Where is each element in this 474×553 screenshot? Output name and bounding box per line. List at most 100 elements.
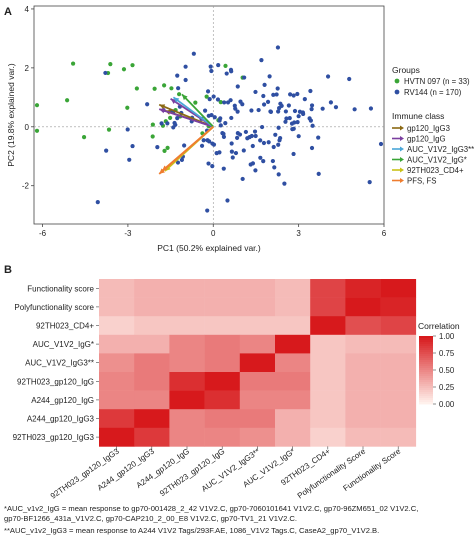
point-hvtn097 [204,94,209,99]
point-rv144 [325,74,331,79]
point-rv144 [256,107,261,113]
panel-a-label: A [4,6,12,18]
heatmap-cell [380,316,417,336]
point-rv144 [130,143,135,149]
legend-group-label: RV144 (n = 170) [404,88,462,97]
heatmap-cell [310,279,346,298]
point-rv144 [309,145,315,151]
heatmap-cell [239,353,276,373]
heatmap-cell [310,427,346,447]
heatmap-column-label: 92TH023_gp120_IgG [158,447,226,499]
heatmap-column-label: AUC_V1V2_IgG3** [200,447,262,494]
point-hvtn097 [106,127,112,132]
colorbar-segment [419,402,433,405]
point-rv144 [316,135,321,140]
point-rv144 [276,142,281,147]
point-rv144 [217,118,222,123]
point-rv144 [175,160,181,165]
heatmap-cell [169,297,205,317]
point-rv144 [333,105,339,110]
point-rv144 [252,129,258,134]
loading-vector [172,96,214,128]
point-rv144 [205,89,211,94]
heatmap-cell [310,409,346,429]
point-rv144 [276,172,281,177]
point-rv144 [316,171,321,176]
point-rv144 [183,77,188,83]
point-rv144 [378,141,384,147]
point-rv144 [242,75,247,80]
colorbar-segment [419,342,433,345]
point-hvtn097 [70,61,76,66]
colorbar-segment [419,380,433,383]
point-rv144 [261,140,267,146]
point-hvtn097 [168,115,173,121]
point-rv144 [308,88,313,94]
point-rv144 [201,138,206,143]
footnote-line-3: **AUC_v1v2_IgG3 = mean response to A244 … [4,526,380,535]
heatmap-cell [275,390,311,410]
point-rv144 [291,126,296,131]
point-hvtn097 [134,86,139,91]
heatmap-cell [275,316,311,336]
point-rv144 [291,93,296,98]
point-rv144 [159,121,164,126]
point-rv144 [229,141,234,146]
point-rv144 [211,94,216,99]
heatmap-row-label: 92TH023_CD4+ [36,322,94,331]
colorbar-segment [419,372,433,375]
point-rv144 [223,121,228,126]
point-rv144 [237,132,243,137]
point-rv144 [214,151,219,156]
point-rv144 [270,158,275,164]
point-rv144 [125,127,130,132]
loading-vector-arrowhead [162,165,168,171]
point-rv144 [328,100,334,105]
point-rv144 [207,97,212,102]
legend-panel-a: Groups HVTN 097 (n = 33)RV144 (n = 170) … [392,65,474,186]
heatmap-cell [310,390,346,410]
heatmap-cell [239,279,276,298]
point-hvtn097 [162,148,167,153]
legend-immune-arrowhead [400,146,404,152]
point-rv144 [274,92,279,97]
x-tick-label: -6 [39,229,47,238]
heatmap-cell [275,353,311,373]
correlation-heatmap [99,279,417,447]
heatmap-cell [345,297,381,317]
heatmap-cell [134,409,170,429]
point-rv144 [367,180,372,185]
colorbar: Correlation 1.00 0.75 0.50 0.25 0.00 [418,321,460,409]
heatmap-cell [169,353,205,373]
heatmap-cell [204,353,241,373]
legend-group-label: HVTN 097 (n = 33) [404,77,470,86]
point-rv144 [221,166,226,171]
loading-vector-arrowhead [159,168,165,174]
point-rv144 [218,123,223,128]
colorbar-segment [419,400,433,403]
point-rv144 [266,140,271,145]
heatmap-cell [99,390,135,410]
heatmap-cell [239,297,276,317]
colorbar-tick-label: 0.00 [439,400,455,409]
point-rv144 [296,114,301,119]
point-rv144 [215,97,221,102]
heatmap-cell [99,279,135,298]
point-rv144 [283,119,288,124]
loading-vector-arrowhead [181,94,188,101]
point-hvtn097 [130,63,135,68]
colorbar-segment [419,374,433,377]
colorbar-segment [419,388,433,391]
heatmap-column-labels: 92TH023_gp120_IgG3A244_gp120_IgG3A244_gp… [49,446,403,500]
point-rv144 [240,176,245,182]
heatmap-row-label: AUC_V1V2_IgG3** [25,359,94,368]
point-rv144 [182,143,187,148]
point-rv144 [249,108,254,113]
panel-b-label: B [4,264,12,276]
colorbar-segment [419,382,433,385]
heatmap-cell [275,297,311,317]
heatmap-cell [380,409,417,429]
point-rv144 [286,103,291,108]
heatmap-row-label: 92TH023_gp120_IgG [17,377,94,386]
point-rv144 [207,139,212,144]
